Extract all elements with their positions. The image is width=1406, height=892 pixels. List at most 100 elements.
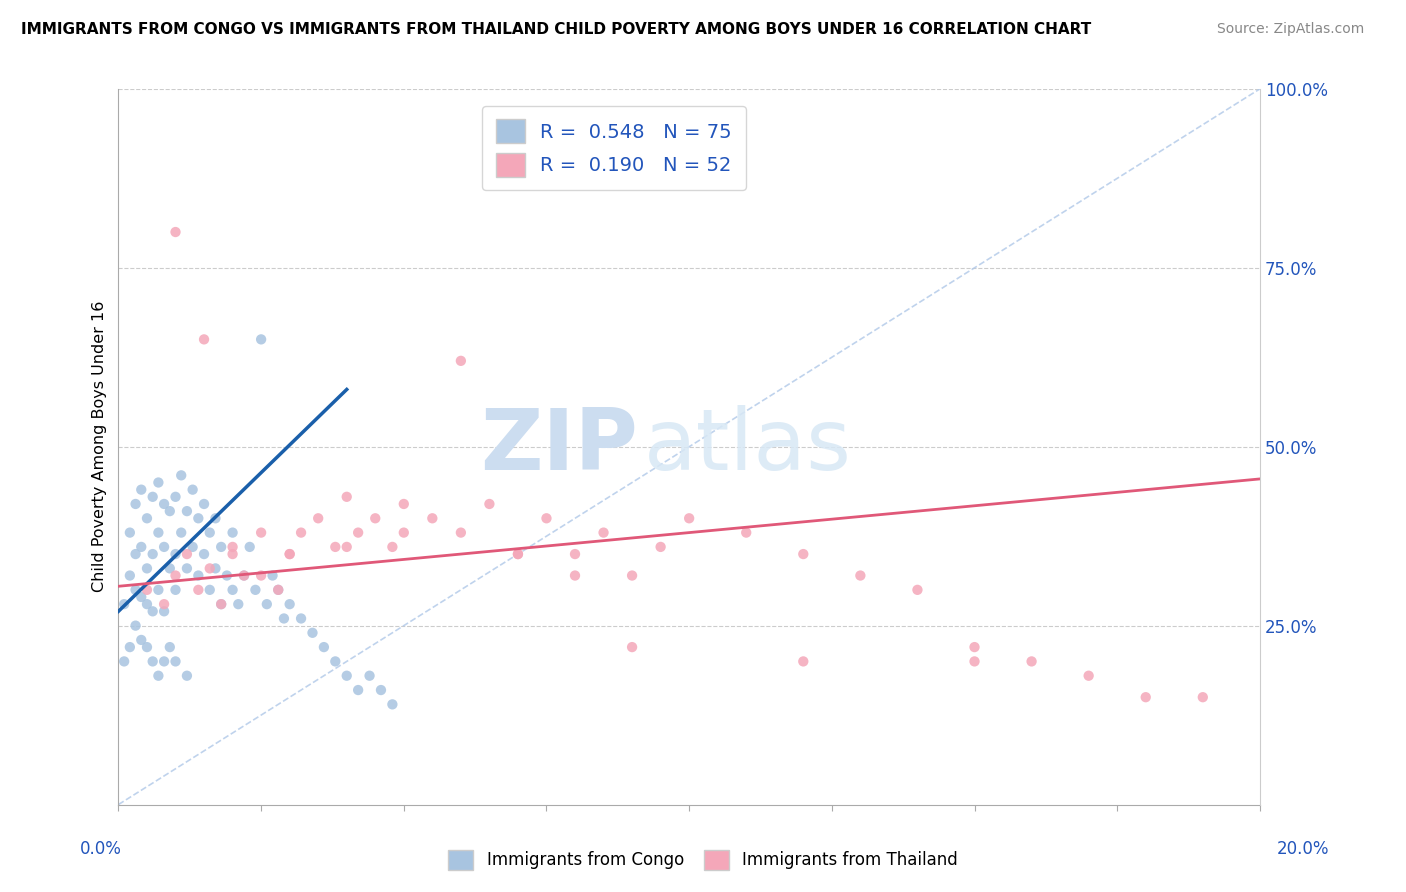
Point	[450, 525, 472, 540]
Point	[193, 497, 215, 511]
Point	[506, 547, 529, 561]
Point	[1191, 690, 1213, 705]
Point	[148, 475, 170, 490]
Point	[381, 540, 404, 554]
Point	[193, 547, 215, 561]
Point	[392, 497, 415, 511]
Point	[678, 511, 700, 525]
Point	[301, 625, 323, 640]
Point	[170, 525, 193, 540]
Point	[592, 525, 614, 540]
Point	[153, 654, 176, 668]
Point	[1135, 690, 1157, 705]
Point	[233, 568, 256, 582]
Point	[136, 640, 159, 654]
Point	[165, 654, 187, 668]
Point	[198, 582, 221, 597]
Point	[347, 683, 370, 698]
Point	[312, 640, 335, 654]
Point	[148, 669, 170, 683]
Point	[963, 654, 986, 668]
Text: ZIP: ZIP	[479, 405, 638, 488]
Legend: R =  0.548   N = 75, R =  0.190   N = 52: R = 0.548 N = 75, R = 0.190 N = 52	[482, 106, 745, 190]
Point	[420, 511, 443, 525]
Point	[849, 568, 872, 582]
Point	[278, 547, 301, 561]
Point	[650, 540, 672, 554]
Point	[250, 568, 273, 582]
Point	[290, 611, 312, 625]
Point	[450, 354, 472, 368]
Point	[136, 511, 159, 525]
Point	[278, 547, 301, 561]
Point	[153, 540, 176, 554]
Point	[124, 582, 146, 597]
Point	[129, 590, 152, 604]
Point	[136, 582, 159, 597]
Point	[142, 604, 165, 618]
Point	[323, 654, 346, 668]
Point	[1021, 654, 1043, 668]
Point	[621, 568, 644, 582]
Point	[792, 654, 814, 668]
Point	[215, 568, 238, 582]
Text: 0.0%: 0.0%	[80, 840, 122, 858]
Point	[124, 547, 146, 561]
Point	[148, 525, 170, 540]
Point	[221, 547, 243, 561]
Point	[209, 597, 232, 611]
Point	[181, 540, 204, 554]
Point	[267, 582, 290, 597]
Point	[233, 568, 256, 582]
Point	[142, 654, 165, 668]
Point	[204, 511, 226, 525]
Point	[506, 547, 529, 561]
Point	[307, 511, 329, 525]
Point	[735, 525, 758, 540]
Point	[336, 490, 359, 504]
Point	[221, 540, 243, 554]
Point	[124, 618, 146, 632]
Point	[142, 490, 165, 504]
Point	[209, 540, 232, 554]
Point	[129, 483, 152, 497]
Point	[159, 561, 181, 575]
Point	[347, 525, 370, 540]
Point	[187, 511, 209, 525]
Point	[129, 632, 152, 647]
Point	[198, 561, 221, 575]
Point	[239, 540, 262, 554]
Point	[245, 582, 267, 597]
Point	[221, 582, 243, 597]
Point	[112, 597, 135, 611]
Point	[187, 582, 209, 597]
Point	[136, 561, 159, 575]
Point	[159, 504, 181, 518]
Point	[1077, 669, 1099, 683]
Point	[267, 582, 290, 597]
Point	[165, 490, 187, 504]
Point	[792, 547, 814, 561]
Point	[209, 597, 232, 611]
Point	[165, 568, 187, 582]
Point	[112, 654, 135, 668]
Point	[564, 568, 586, 582]
Point	[370, 683, 392, 698]
Y-axis label: Child Poverty Among Boys Under 16: Child Poverty Among Boys Under 16	[93, 301, 107, 592]
Point	[198, 525, 221, 540]
Point	[359, 669, 381, 683]
Point	[193, 332, 215, 346]
Text: atlas: atlas	[644, 405, 852, 488]
Point	[136, 597, 159, 611]
Point	[176, 547, 198, 561]
Point	[336, 669, 359, 683]
Point	[124, 497, 146, 511]
Point	[250, 332, 273, 346]
Point	[221, 525, 243, 540]
Point	[250, 525, 273, 540]
Point	[118, 640, 141, 654]
Point	[323, 540, 346, 554]
Point	[381, 698, 404, 712]
Point	[165, 225, 187, 239]
Point	[153, 597, 176, 611]
